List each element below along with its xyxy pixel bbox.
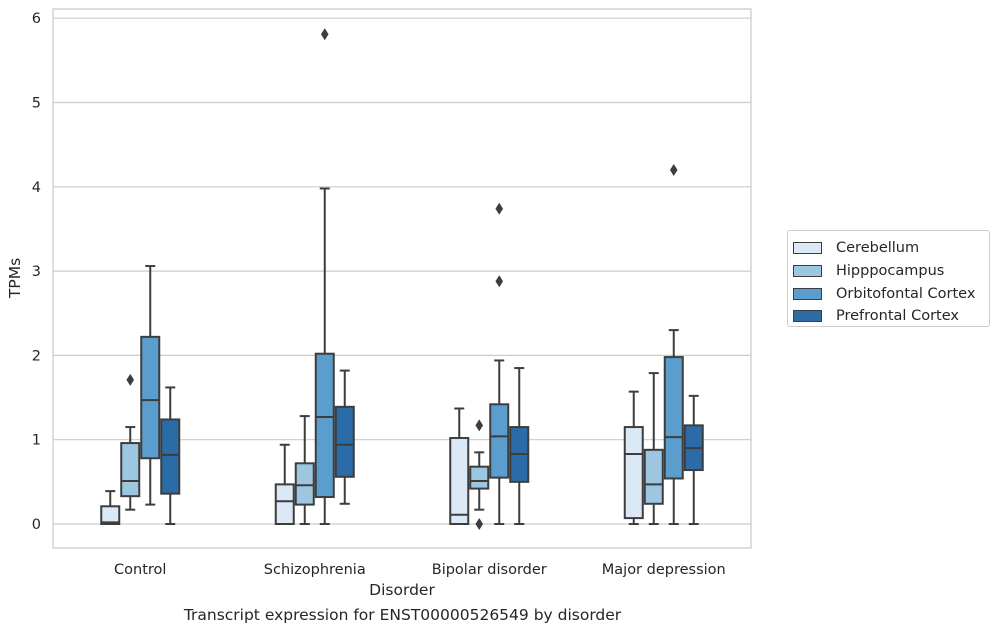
box-body: [643, 448, 664, 505]
box-body: [274, 483, 295, 525]
legend-swatch: [793, 287, 822, 300]
y-tick-label: 3: [32, 264, 41, 280]
box-body: [294, 462, 315, 506]
box: [140, 265, 161, 506]
y-tick-label: 4: [32, 180, 41, 196]
box-body: [314, 352, 335, 499]
legend-label: Orbitofontal Cortex: [836, 285, 976, 302]
box: [489, 202, 510, 525]
y-tick-label: 1: [32, 433, 41, 449]
legend-label: Cerebellum: [836, 240, 920, 257]
box: [449, 407, 470, 526]
legend-item: Orbitofontal Cortex: [793, 282, 989, 305]
y-axis-label: TPMs: [6, 258, 24, 299]
box: [623, 390, 644, 525]
outlier-point: [495, 202, 504, 215]
box-body: [100, 505, 121, 525]
legend-label: Prefrontal Cortex: [836, 308, 959, 325]
x-tick-label: Schizophrenia: [264, 562, 366, 578]
series-cerebellum: [100, 390, 644, 526]
outlier-point: [475, 518, 484, 530]
box: [100, 490, 121, 525]
x-axis-label: Disorder: [369, 581, 435, 599]
series-prefrontal-cortex: [160, 367, 704, 525]
box: [314, 28, 335, 525]
box-body: [160, 418, 181, 495]
box-body: [334, 405, 355, 478]
box: [274, 443, 295, 525]
legend-swatch: [793, 242, 822, 255]
box: [663, 163, 684, 525]
outlier-point: [475, 419, 484, 432]
legend: Cerebellum Hipppocampus Orbitofontal Corte…: [787, 230, 990, 327]
outlier-point: [669, 163, 678, 176]
box: [334, 369, 355, 505]
legend-label: Hipppocampus: [836, 263, 945, 280]
x-tick-label: Bipolar disorder: [432, 562, 547, 578]
series-hipppocampus: [120, 372, 664, 530]
y-tick-labels: 0 1 2 3 4 5 6: [32, 11, 41, 533]
box-series-layer: [100, 28, 704, 530]
outlier-point: [495, 275, 504, 288]
box-body: [469, 465, 490, 490]
series-orbitofontal-cortex: [140, 28, 684, 525]
legend-item: Cerebellum: [793, 237, 989, 260]
box-body: [140, 335, 161, 460]
x-tick-labels: Control Schizophrenia Bipolar disorder Majo…: [114, 562, 726, 578]
box: [294, 415, 315, 525]
x-tick-label: Major depression: [602, 562, 726, 578]
outlier-point: [126, 373, 135, 386]
box: [120, 373, 141, 511]
figure-caption: Transcript expression for ENST0000052654…: [183, 606, 622, 624]
legend-item: Prefrontal Cortex: [793, 305, 989, 328]
box-body: [449, 437, 470, 526]
box-body: [623, 426, 644, 520]
legend-swatch: [793, 310, 822, 323]
outlier-point: [320, 28, 329, 41]
box-body: [489, 403, 510, 479]
y-tick-label: 5: [32, 96, 41, 112]
y-tick-label: 0: [32, 517, 41, 533]
box-body: [663, 356, 684, 480]
box: [509, 367, 530, 525]
plot-frame: [52, 8, 752, 549]
box-body: [120, 442, 141, 498]
x-tick-label: Control: [114, 562, 166, 578]
legend-swatch: [793, 265, 822, 278]
y-tick-label: 2: [32, 348, 41, 364]
y-tick-label: 6: [32, 11, 41, 27]
legend-item: Hipppocampus: [793, 260, 989, 283]
box: [643, 372, 664, 525]
box: [469, 419, 490, 530]
box: [160, 386, 181, 525]
box: [683, 394, 704, 525]
